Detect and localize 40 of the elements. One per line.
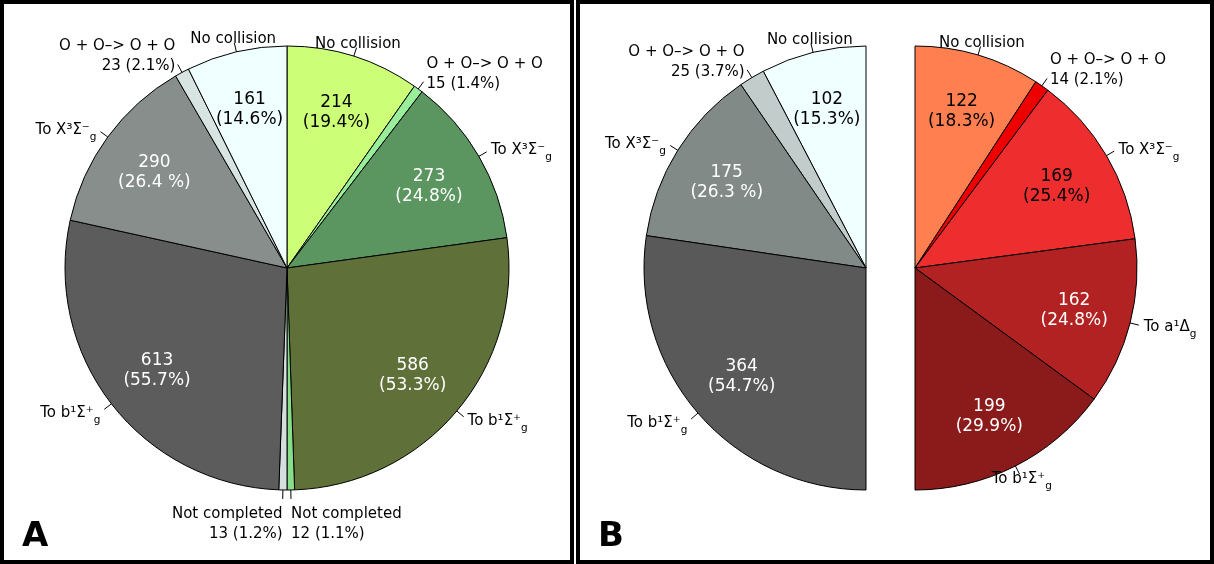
slice-label: To b¹Σ⁺$_{g}$: [626, 413, 688, 436]
data-label: 162 (24.8%): [1040, 288, 1108, 329]
slice-label: Not completed: [171, 503, 283, 522]
data-label: 364 (54.7%): [708, 355, 776, 396]
slice-label: No collision: [766, 29, 853, 48]
data-label: 15 (1.4%): [426, 73, 501, 92]
slice-label: No collision: [939, 32, 1025, 51]
data-label: 12 (1.1%): [291, 523, 365, 542]
slice-label: No collision: [190, 29, 277, 48]
slice-label: To b¹Σ⁺$_{g}$: [990, 469, 1052, 492]
data-label: 25 (3.7%): [670, 61, 745, 80]
data-label: 273 (24.8%): [395, 165, 463, 206]
data-label: 13 (1.2%): [208, 523, 283, 542]
data-label: 122 (18.3%): [927, 90, 996, 131]
data-label: 23 (2.1%): [101, 56, 176, 75]
text: A: [22, 514, 49, 554]
data-label: 175 (26.3 %): [690, 160, 764, 201]
slice-label: O + O–> O + O: [426, 53, 543, 72]
data-label: 586 (53.3%): [379, 353, 447, 394]
slice-label: Not completed: [291, 503, 402, 522]
data-label: 214 (19.4%): [302, 91, 371, 132]
slice-label: O + O–> O + O: [1049, 50, 1167, 69]
data-label: 102 (15.3%): [793, 88, 861, 129]
slice-label: To b¹Σ⁺$_{g}$: [466, 410, 528, 433]
slice-label: No collision: [315, 33, 401, 52]
slice-label: To b¹Σ⁺$_{g}$: [39, 403, 101, 426]
data-label: 613 (55.7%): [123, 348, 191, 389]
data-label: 169 (25.4%): [1023, 164, 1091, 205]
slice-label: To a¹Δ$_{g}$: [1142, 317, 1197, 340]
slice-label: O + O–> O + O: [628, 41, 745, 60]
slice-label: To X³Σ⁻$_{g}$: [489, 140, 552, 163]
slice-label: O + O–> O + O: [59, 36, 176, 55]
data-label: 199 (29.9%): [955, 394, 1023, 435]
data-label: 14 (2.1%): [1049, 70, 1124, 89]
data-label: 290 (26.4 %): [118, 151, 191, 192]
text: B: [598, 514, 624, 554]
slice-label: To X³Σ⁻$_{g}$: [34, 119, 97, 142]
slice-label: To X³Σ⁻$_{g}$: [1117, 139, 1180, 162]
slice-label: To X³Σ⁻$_{g}$: [604, 133, 666, 156]
data-label: 161 (14.6%): [215, 88, 284, 129]
